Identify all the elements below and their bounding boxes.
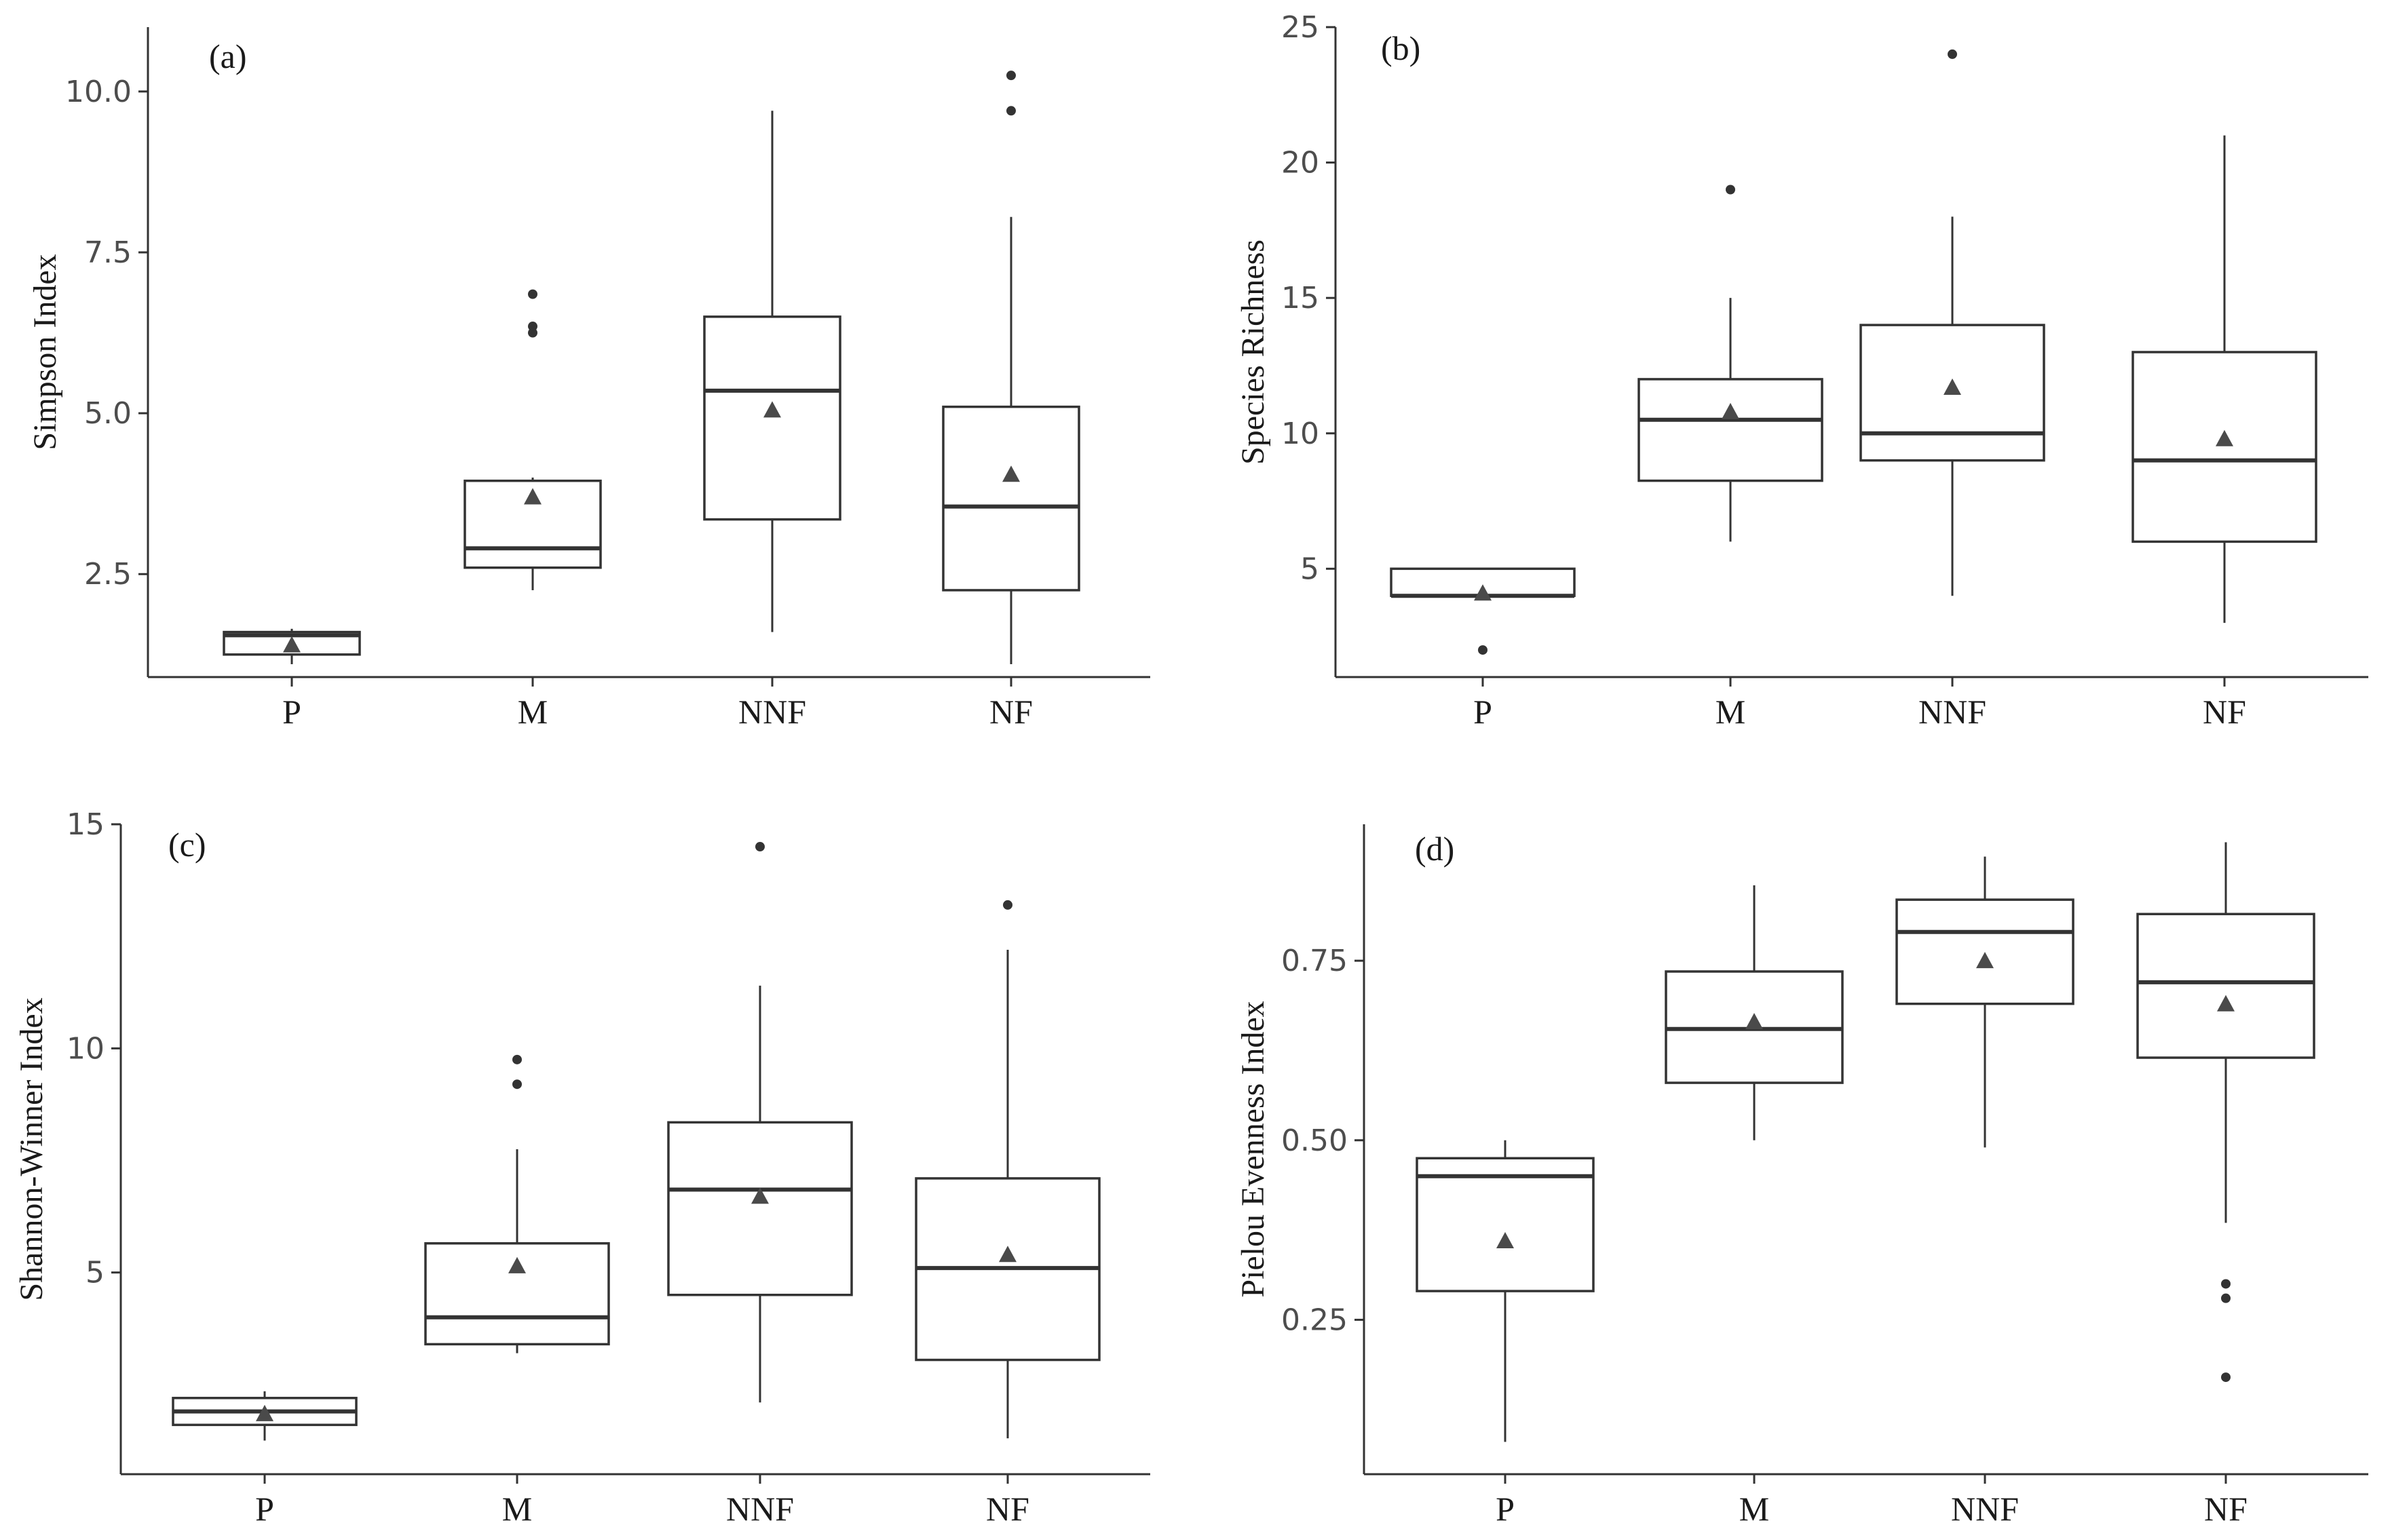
x-tick-label: NF (2203, 693, 2246, 731)
panel-a: 2.5 5.0 7.5 10.0 P M NNF NF Simpson Index (a) (27, 27, 1150, 731)
outlier-point (1006, 71, 1016, 81)
x-tick-label: NNF (726, 1490, 794, 1528)
x-tick-label: NF (2204, 1490, 2248, 1528)
box-nnf (1895, 856, 2074, 1148)
panel-label: (b) (1381, 29, 1420, 67)
mean-marker (2217, 995, 2235, 1012)
outlier-point (1003, 900, 1012, 910)
outlier-point (528, 322, 537, 332)
iqr-box (1637, 378, 1823, 482)
mean-marker (1745, 1013, 1763, 1030)
iqr-box (1416, 1157, 1595, 1292)
x-tick-label: M (1716, 693, 1745, 731)
y-tick-label: 0.50 (1281, 1123, 1348, 1158)
mean-marker (1474, 584, 1492, 601)
y-tick-label: 5.0 (84, 396, 132, 431)
outlier-point (1006, 106, 1016, 116)
x-tick-label: M (518, 693, 548, 731)
panel-label: (d) (1415, 830, 1454, 868)
mean-marker (508, 1256, 526, 1273)
x-tick-label: NF (986, 1490, 1029, 1528)
box-nnf (703, 111, 841, 632)
y-tick-label: 10.0 (65, 75, 132, 109)
panel-label: (c) (168, 826, 206, 864)
mean-marker (1722, 402, 1739, 419)
outlier-point (1478, 645, 1487, 655)
panel-label: (a) (209, 37, 247, 75)
box-p (1390, 567, 1576, 655)
mean-marker (999, 1246, 1017, 1263)
x-tick-label: NNF (1951, 1490, 2019, 1528)
box-m (463, 289, 602, 590)
x-tick-label: P (1473, 693, 1492, 731)
x-tick-label: P (255, 1490, 274, 1528)
mean-marker (2216, 429, 2233, 446)
iqr-box (703, 315, 841, 521)
box-nf (915, 900, 1101, 1439)
mean-marker (1976, 952, 1994, 969)
y-tick-label: 25 (1281, 10, 1319, 45)
box-nnf (667, 842, 853, 1403)
y-tick-label: 5 (1300, 552, 1319, 586)
box-nf (942, 71, 1080, 665)
outlier-point (1948, 49, 1957, 59)
mean-marker (256, 1404, 273, 1421)
box-m (424, 1054, 610, 1353)
y-tick-label: 7.5 (84, 235, 132, 270)
iqr-box (667, 1121, 853, 1296)
iqr-box (2131, 351, 2317, 543)
box-nf (2136, 842, 2315, 1383)
mean-marker (1944, 378, 1961, 395)
outlier-point (755, 842, 765, 852)
iqr-box (942, 405, 1080, 592)
outlier-point (528, 289, 537, 299)
iqr-box (1895, 898, 2074, 1005)
box-p (172, 1391, 358, 1441)
mean-marker (283, 636, 301, 653)
y-axis-title: Pielou Evenness Index (1235, 1001, 1271, 1297)
box-nf (2131, 135, 2317, 623)
y-tick-label: 20 (1281, 146, 1319, 180)
x-tick-label: M (1739, 1490, 1769, 1528)
outlier-point (512, 1079, 522, 1090)
y-tick-label: 0.25 (1281, 1303, 1348, 1337)
mean-marker (524, 488, 542, 505)
outlier-point (1726, 185, 1735, 195)
box-nnf (1859, 49, 2045, 596)
x-tick-label: NNF (1918, 693, 1986, 731)
x-tick-label: NF (989, 693, 1033, 731)
mean-marker (1002, 465, 1020, 482)
panel-c: 5 10 15 P M NNF NF Shannon-Winner Index (c) (14, 807, 1150, 1528)
x-tick-label: P (1496, 1490, 1515, 1528)
box-p (223, 628, 361, 665)
mean-marker (751, 1187, 769, 1204)
y-axis-title: Shannon-Winner Index (14, 997, 50, 1301)
mean-marker (763, 401, 781, 418)
y-tick-label: 5 (86, 1256, 105, 1290)
iqr-box (2136, 912, 2315, 1059)
box-m (1665, 885, 1844, 1140)
outlier-point (2221, 1372, 2231, 1383)
y-tick-label: 2.5 (84, 557, 132, 592)
x-tick-label: M (502, 1490, 532, 1528)
outlier-point (2221, 1293, 2231, 1303)
y-tick-label: 15 (1281, 281, 1319, 315)
outlier-point (2221, 1279, 2231, 1289)
y-axis-title: Simpson Index (27, 254, 63, 450)
outlier-point (512, 1054, 522, 1064)
y-tick-label: 10 (1281, 417, 1319, 451)
box-m (1637, 185, 1823, 542)
y-tick-label: 15 (67, 807, 105, 842)
box-p (1416, 1140, 1595, 1442)
mean-marker (1496, 1231, 1514, 1249)
x-tick-label: P (282, 693, 301, 731)
y-tick-label: 0.75 (1281, 944, 1348, 978)
y-axis-title: Species Richness (1235, 239, 1271, 465)
y-tick-label: 10 (67, 1031, 105, 1066)
panel-b: 5 10 15 20 25 P M NNF NF Species Richness (b) (1235, 10, 2368, 731)
x-tick-label: NNF (738, 693, 806, 731)
panel-d: 0.25 0.50 0.75 P M NNF NF Pielou Evenness Index… (1235, 824, 2368, 1528)
